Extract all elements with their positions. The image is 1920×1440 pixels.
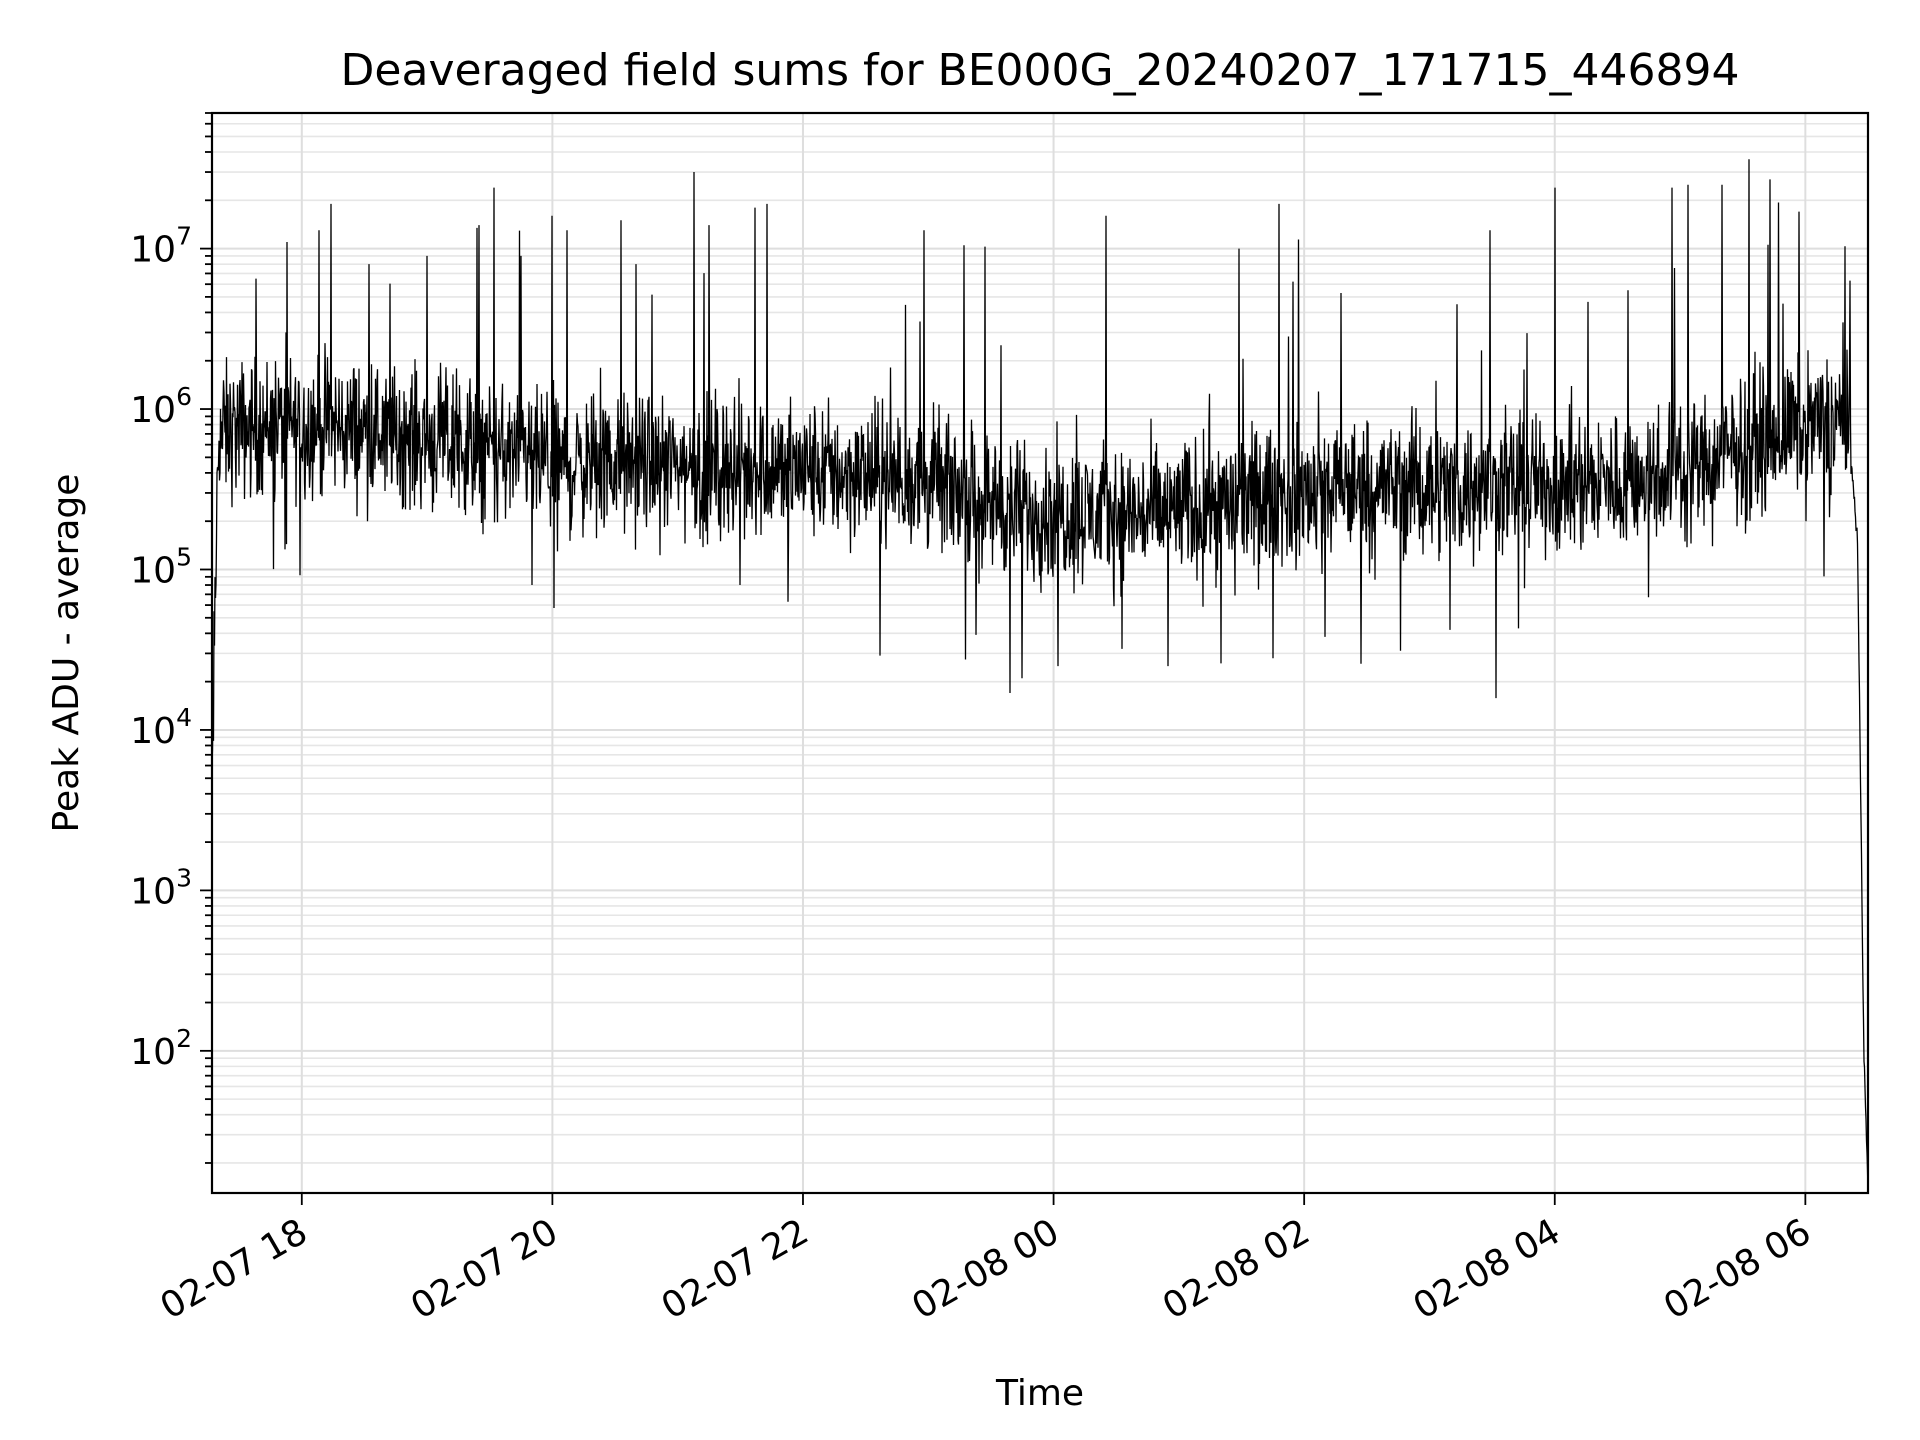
grid [212,112,1868,1193]
y-tick-label: 107 [130,222,192,271]
y-tick-label: 102 [130,1024,192,1073]
y-axis-label: Peak ADU - average [46,474,87,833]
series-line [211,159,1869,1191]
chart-title: Deaveraged field sums for BE000G_2024020… [341,45,1740,96]
y-tick-label: 104 [130,703,192,752]
y-tick-label: 105 [130,542,192,591]
y-tick-label: 103 [130,863,192,912]
y-tick-label: 106 [130,382,192,431]
x-axis-label: Time [995,1373,1084,1414]
